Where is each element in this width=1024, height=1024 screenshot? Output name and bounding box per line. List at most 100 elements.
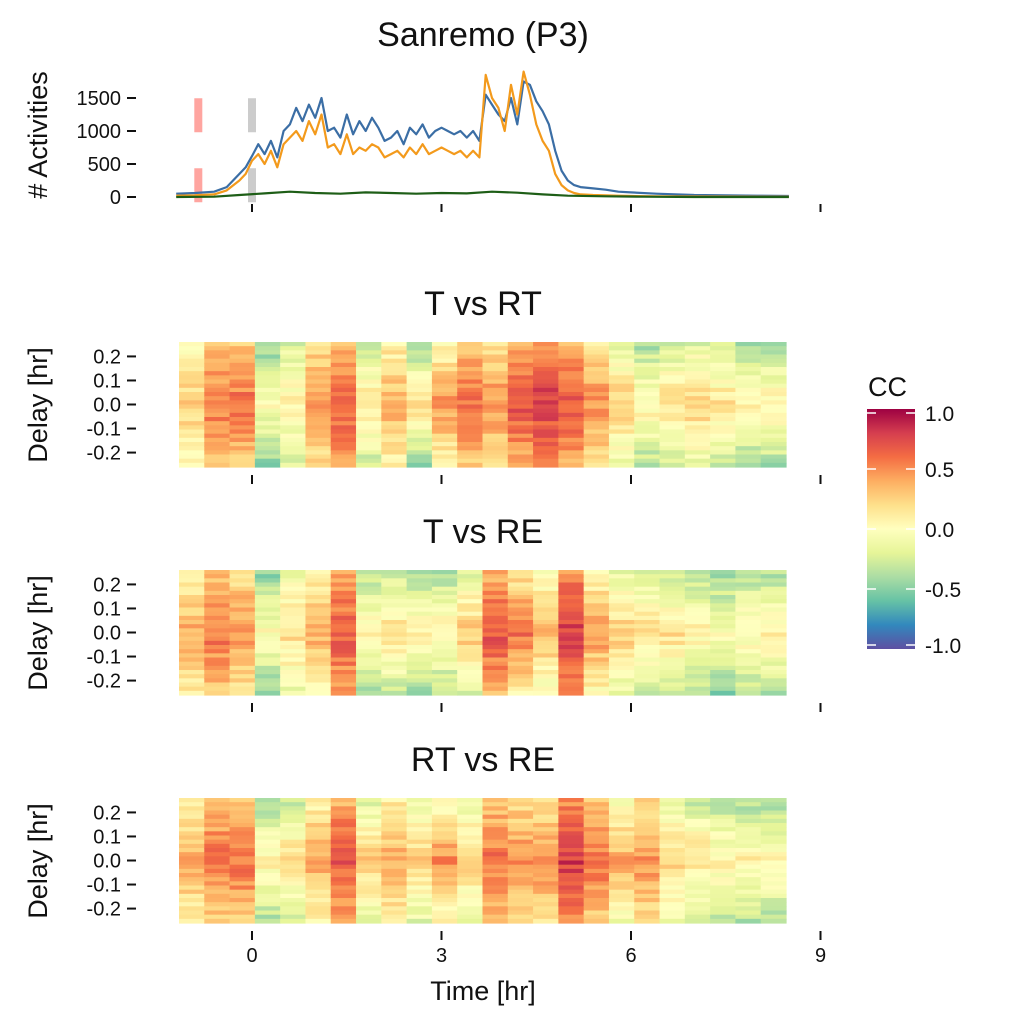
heatmap-cell [381,649,408,654]
heatmap-cell [634,404,661,410]
heatmap-cell [305,392,332,397]
heatmap-cell [735,624,762,629]
heatmap-cell [583,574,610,579]
heatmap-cell [710,632,737,638]
heatmap-cell [583,400,610,406]
heatmap-cell [280,918,307,924]
heatmap-cell [179,885,205,891]
heatmap-cell [533,586,559,592]
heatmap-cell [431,645,458,650]
heatmap-cell [254,653,281,659]
heatmap-cell [229,657,256,663]
heatmap-cell [254,607,281,613]
heatmap-cell [684,615,711,621]
heatmap-cell [583,670,610,675]
heatmap-cell [760,367,787,372]
heatmap-cell [710,446,737,451]
heatmap-ylabel-rt-vs-re: Delay [hr] [23,803,53,919]
heatmap-cell [204,898,231,903]
heatmap-cell [356,450,382,456]
heatmap-cell [659,412,686,418]
heatmap-cell [684,387,711,393]
heatmap-cell [381,442,408,447]
heatmap-cell [406,810,433,816]
heatmap-cell [583,346,610,351]
heatmap-cell [659,607,686,613]
heatmap-cell [381,400,408,406]
heatmap-cell [356,358,382,364]
heatmap-cell [608,421,635,426]
heatmap-cell [229,404,256,410]
heatmap-cell [457,458,484,464]
heatmap-cell [608,354,635,360]
heatmap-cell [406,881,433,887]
heatmap-cell [381,881,408,887]
heatmap-cell [482,358,509,364]
heatmap-cell [533,906,559,912]
heatmap-cell [356,628,382,634]
heatmap-cell [634,645,661,650]
heatmap-cell [204,599,231,604]
heatmap-cell [533,425,559,431]
heatmap-cell [381,665,408,671]
heatmap-cell [254,574,281,579]
heatmap-cell [583,918,610,924]
heatmap-cell [583,607,610,613]
heatmap-cell [280,678,307,684]
heatmap-cell [558,653,585,659]
heatmap-cell [229,450,256,456]
heatmap-cell [457,392,484,397]
heatmap-cell [179,839,205,845]
heatmap-cell [406,868,433,874]
heatmap-cell [533,852,559,857]
heatmap-cell [280,843,307,849]
heatmap-cell [204,831,231,837]
heatmap-cell [204,429,231,435]
heatmap-cell [280,375,307,381]
heatmap-cell [280,425,307,431]
heatmap-cell [457,873,484,878]
heatmap-cell [710,640,737,646]
heatmap-cell [254,429,281,435]
heatmap-cell [710,425,737,431]
heatmap-cell [254,893,281,899]
heatmap-cell [229,889,256,895]
heatmap-cell [280,599,307,604]
heatmap-cell [735,823,762,828]
heatmap-cell [684,864,711,870]
heatmap-cell [406,628,433,634]
heatmap-cell [507,918,534,924]
heatmap-cell [608,603,635,609]
heatmap-cell [482,437,509,443]
heatmap-cell [533,362,559,368]
heatmap-cell [305,798,332,803]
heatmap-cell [254,392,281,397]
heatmap-cell [608,404,635,410]
heatmap-cell [583,889,610,895]
heatmap-cell [406,678,433,684]
heatmap-cell [381,620,408,625]
heatmap-cell [507,442,534,447]
heatmap-cell [507,806,534,812]
heatmap-cell [735,898,762,903]
heatmap-cell [406,383,433,389]
heatmap-cell [356,818,382,824]
heatmap-cell [634,864,661,870]
heatmap-cell [760,396,787,401]
heatmap-cell [760,603,787,609]
heatmap-cell [482,599,509,604]
heatmap-cell [533,408,559,414]
heatmap-cell [634,798,661,803]
heatmap-cell [482,362,509,368]
heatmap-cell [735,375,762,381]
heatmap-cell [330,914,357,920]
heatmap-cell [381,387,408,393]
heatmap-cell [760,350,787,356]
heatmap-cell [280,408,307,414]
heatmap-cell [583,620,610,625]
heatmap-cell [735,864,762,870]
heatmap-cell [482,674,509,679]
heatmap-cell [482,848,509,853]
heatmap-cell [684,590,711,596]
heatmap-cell [431,827,458,832]
